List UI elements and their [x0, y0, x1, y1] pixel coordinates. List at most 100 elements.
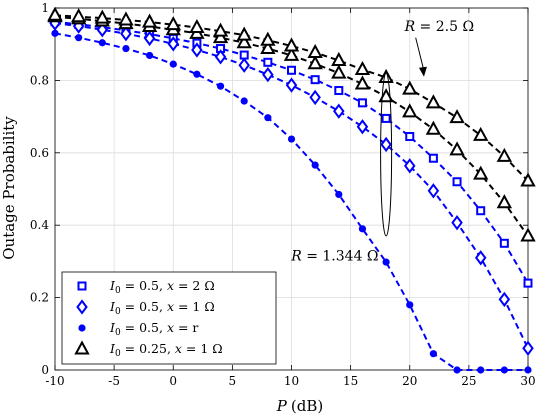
x-tick-label: 5 [229, 374, 237, 388]
data-point [146, 51, 154, 60]
legend: I0 = 0.5, x = 2 Ω I0 = 0.5, x = 1 Ω I0 = 0… [61, 271, 277, 365]
data-point [402, 80, 418, 95]
series-line [54, 14, 529, 182]
data-point [477, 366, 485, 374]
data-point [212, 22, 229, 37]
x-axis: -10 -5 0 5 10 15 20 25 30 [45, 8, 536, 388]
data-point [523, 278, 533, 288]
data-point [496, 147, 513, 162]
y-tick-label: 0 [41, 363, 49, 377]
data-point [382, 258, 390, 266]
data-point [307, 55, 323, 70]
x-tick-label: 0 [169, 374, 177, 388]
data-point [120, 26, 132, 42]
annotation-r-1-344: R = 1.344 Ω [290, 249, 378, 265]
data-point [356, 119, 369, 135]
series-5 [47, 6, 536, 187]
data-point [378, 88, 394, 103]
y-axis-title: Outage Probability [0, 116, 18, 260]
data-point [381, 113, 391, 123]
data-point [193, 70, 201, 78]
series-layer [47, 6, 536, 374]
data-point [98, 39, 106, 47]
data-point [331, 64, 347, 79]
data-point [496, 194, 513, 209]
data-point [239, 50, 249, 60]
legend-entry: I0 = 0.5, x = 2 Ω [77, 278, 215, 296]
data-point [216, 82, 225, 90]
data-point [189, 18, 205, 34]
data-point [429, 350, 437, 358]
data-point [51, 29, 59, 37]
data-point [428, 153, 438, 163]
data-point [283, 37, 300, 52]
data-point [473, 165, 489, 180]
data-point [311, 161, 319, 169]
data-point [449, 141, 465, 156]
data-point [240, 97, 248, 105]
data-point [402, 103, 418, 118]
data-point [260, 31, 276, 46]
series-3 [51, 29, 532, 374]
data-point [264, 114, 272, 122]
data-point [307, 43, 323, 59]
x-tick-label: 15 [343, 374, 358, 388]
x-axis-title: P (dB) [276, 397, 323, 415]
legend-entry: I0 = 0.5, x = r [78, 320, 198, 338]
data-point [500, 366, 508, 374]
data-point [335, 190, 343, 199]
data-point [449, 109, 465, 124]
x-axis-unit: (dB) [291, 397, 323, 415]
data-point [262, 66, 274, 83]
data-point [354, 75, 371, 90]
series-4 [47, 8, 536, 242]
data-point [75, 34, 83, 42]
data-point [520, 172, 536, 187]
legend-label: I0 = 0.25, x = 1 Ω [109, 341, 223, 359]
data-point [191, 42, 203, 58]
legend-label: I0 = 0.5, x = 1 Ω [109, 299, 215, 317]
data-point [236, 26, 252, 41]
data-point [427, 183, 440, 199]
data-point [94, 9, 110, 24]
data-point [334, 86, 344, 96]
data-point [380, 136, 392, 153]
x-tick-label: 10 [284, 374, 299, 388]
x-tick-label: 25 [461, 374, 476, 388]
data-point [474, 250, 487, 266]
x-tick-label: -10 [45, 374, 64, 388]
data-point [520, 227, 536, 242]
data-point [96, 22, 109, 38]
data-point [357, 98, 367, 108]
data-point [425, 120, 442, 135]
y-tick-label: 1 [41, 1, 49, 15]
data-point [143, 30, 156, 47]
data-point [285, 77, 298, 93]
data-point [473, 126, 489, 141]
data-point [214, 49, 227, 65]
data-point [406, 301, 414, 309]
data-point [212, 29, 229, 44]
data-point [47, 6, 63, 21]
data-point [236, 34, 252, 49]
data-point [358, 225, 367, 233]
legend-marker [76, 299, 88, 315]
data-point [452, 177, 462, 187]
series-2 [49, 15, 534, 356]
y-tick-label: 0.6 [30, 146, 49, 160]
data-point [378, 68, 394, 84]
y-axis: 0 0.2 0.4 0.6 0.8 1 [30, 1, 528, 377]
data-point [70, 8, 87, 23]
data-point [260, 39, 276, 55]
data-point [331, 51, 347, 66]
data-point [499, 238, 509, 248]
data-point [524, 366, 532, 374]
data-point [309, 89, 321, 106]
data-point [453, 366, 461, 374]
legend-marker [78, 324, 86, 332]
legend-label: I0 = 0.5, x = r [109, 320, 198, 338]
data-point [354, 60, 371, 76]
data-point [118, 11, 134, 26]
y-tick-label: 0.4 [30, 218, 49, 232]
data-point [283, 46, 300, 61]
